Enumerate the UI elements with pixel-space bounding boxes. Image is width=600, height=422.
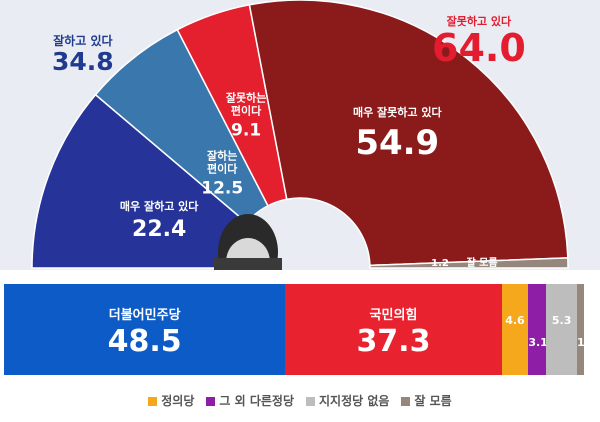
bar-segment-value-0: 48.5 [107, 324, 182, 359]
legend-label-2: 지지정당 없음 [319, 394, 390, 408]
slice-label-1: 잘하는 [207, 149, 237, 163]
legend-item-2: 지지정당 없음 [306, 392, 389, 409]
slice-label-3: 매우 잘못하고 있다 [353, 105, 442, 119]
slice-label-2: 잘못하는 [226, 91, 266, 105]
legend-item-0: 정의당 [148, 392, 194, 409]
bar-segment-label-0: 더불어민주당 [108, 308, 181, 323]
bar-segment-5: 1.2 [577, 284, 584, 375]
bar-segment-4: 5.3 [546, 284, 580, 375]
slice-value-0: 22.4 [132, 217, 186, 242]
approve-total-value: 34.8 [52, 47, 114, 76]
approval-chart-panel: 매우 잘하고 있다 22.4 잘하는 편이다 12.5 잘못하는 편이다 9.1 매우 잘못하고… [0, 0, 600, 270]
bar-segment-value-2: 4.6 [505, 314, 525, 327]
legend-swatch-3 [401, 397, 411, 406]
legend-label-1: 그 외 다른정당 [219, 394, 294, 408]
slice-value-3: 54.9 [355, 123, 439, 163]
bar-segment-0: 더불어민주당 48.5 [4, 284, 288, 375]
slice-value-2: 9.1 [231, 121, 261, 141]
legend-swatch-2 [306, 397, 315, 406]
slice-label-0: 매우 잘하고 있다 [120, 199, 199, 213]
approve-total: 잘하고 있다 34.8 [52, 34, 114, 75]
bar-segment-3: 3.1 [528, 284, 549, 375]
slice-value-4: 1.2 [431, 258, 449, 269]
disapprove-total: 잘못하고 있다 64.0 [432, 14, 526, 69]
slice-3 [248, 0, 569, 267]
approve-total-label: 잘하고 있다 [53, 34, 113, 48]
legend-label-0: 정의당 [161, 394, 195, 408]
slice-label-1: 편이다 [207, 162, 238, 176]
bar-segment-value-5: 1.2 [577, 336, 584, 349]
legend-label-3: 잘 모름 [414, 394, 452, 408]
bar-segment-value-3: 3.1 [528, 336, 548, 349]
legend-swatch-0 [148, 397, 158, 406]
bar-segment-value-1: 37.3 [356, 324, 431, 359]
slice-label-2: 편이다 [231, 104, 262, 118]
bar-segment-label-1: 국민의힘 [369, 308, 418, 323]
disapprove-total-value: 64.0 [432, 26, 526, 70]
slice-label-4: 잘 모름 [466, 257, 497, 269]
slice-4 [369, 257, 569, 269]
bar-segment-1: 국민의힘 37.3 [285, 284, 504, 375]
disapprove-total-label: 잘못하고 있다 [446, 15, 512, 28]
bar-segment-value-4: 5.3 [551, 314, 572, 327]
portrait-illustration [214, 214, 282, 270]
bar-segment-2: 4.6 [501, 284, 531, 375]
slice-value-1: 12.5 [201, 179, 243, 199]
legend-item-1: 그 외 다른정당 [206, 392, 294, 409]
legend-item-3: 잘 모름 [401, 392, 452, 409]
legend: 정의당 그 외 다른정당 지지정당 없음 잘 모름 [0, 392, 600, 409]
legend-swatch-1 [206, 397, 216, 406]
